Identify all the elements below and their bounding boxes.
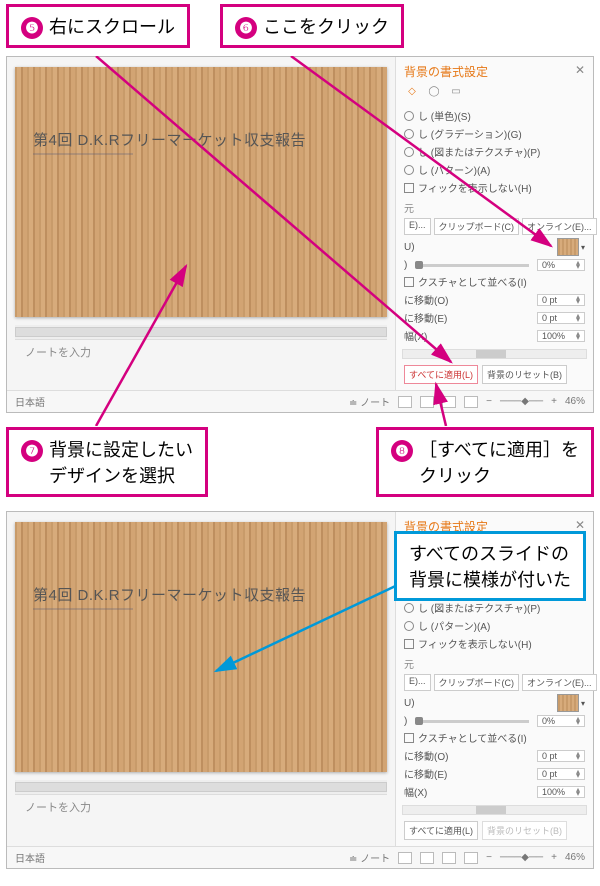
callout-7-num: ❼ bbox=[21, 440, 43, 462]
offset-x[interactable]: に移動(O)0 pt▴▾ bbox=[404, 292, 585, 307]
transparency-field[interactable]: ) 0%▴▾ bbox=[404, 259, 585, 271]
view-slideshow-icon[interactable] bbox=[464, 396, 478, 408]
callout-8-num: ❽ bbox=[391, 440, 413, 462]
pane-title: 背景の書式設定 bbox=[404, 63, 585, 80]
slide-subtitle-line bbox=[33, 153, 133, 155]
zoom-value[interactable]: 46% bbox=[565, 396, 585, 407]
zoom-in-icon[interactable]: + bbox=[551, 396, 557, 407]
reset-bg-button-2[interactable]: 背景のリセット(B) bbox=[482, 821, 567, 840]
opt-solid[interactable]: し (単色)(S) bbox=[404, 108, 585, 123]
texture-picker-2[interactable]: U) ▾ bbox=[404, 694, 585, 712]
offset-x-2[interactable]: に移動(O)0 pt▴▾ bbox=[404, 748, 585, 763]
callout-7-text: 背景に設定したい デザインを選択 bbox=[49, 436, 193, 488]
reset-bg-button[interactable]: 背景のリセット(B) bbox=[482, 365, 567, 384]
opt-gradient[interactable]: し (グラデーション)(G) bbox=[404, 126, 585, 141]
view-sorter-icon[interactable] bbox=[420, 396, 434, 408]
scale-x-2[interactable]: 幅(X)100%▴▾ bbox=[404, 784, 585, 799]
zoom-out-icon[interactable]: − bbox=[486, 396, 492, 407]
zoom-slider[interactable]: ───◆── bbox=[500, 396, 543, 407]
status-lang: 日本語 bbox=[15, 394, 45, 409]
view-reading-icon[interactable] bbox=[442, 396, 456, 408]
view-sorter-icon-2[interactable] bbox=[420, 852, 434, 864]
pane-hscroll[interactable] bbox=[402, 349, 587, 359]
scale-x[interactable]: 幅(X)100%▴▾ bbox=[404, 328, 585, 343]
fill-tab-icon[interactable]: ◇ bbox=[404, 84, 420, 100]
callout-6-num: ❻ bbox=[235, 17, 257, 39]
transparency-field-2[interactable]: ) 0%▴▾ bbox=[404, 715, 585, 727]
tile-checkbox[interactable]: クスチャとして並べる(I) bbox=[404, 274, 585, 289]
offset-y[interactable]: に移動(E)0 pt▴▾ bbox=[404, 310, 585, 325]
file-button[interactable]: E)... bbox=[404, 218, 431, 235]
slide-hscroll[interactable] bbox=[15, 325, 387, 339]
effects-tab-icon[interactable]: ◯ bbox=[426, 84, 442, 100]
slide-title: 第4回 D.K.Rフリーマーケット収支報告 bbox=[33, 129, 306, 150]
screenshot-1: 第4回 D.K.Rフリーマーケット収支報告 ノートを入力 ✕ 背景の書式設定 ◇… bbox=[6, 56, 594, 413]
callout-8: ❽ ［すべてに適用］を クリック bbox=[376, 427, 594, 497]
texture-picker[interactable]: U) ▾ bbox=[404, 238, 585, 256]
pane-tab-icons: ◇ ◯ ▭ bbox=[404, 84, 585, 100]
slide-hscroll-2[interactable] bbox=[15, 780, 387, 794]
texture-thumbnail[interactable] bbox=[557, 238, 579, 256]
offset-y-2[interactable]: に移動(E)0 pt▴▾ bbox=[404, 766, 585, 781]
clipboard-button-2[interactable]: クリップボード(C) bbox=[434, 674, 520, 691]
callout-5-num: ❺ bbox=[21, 17, 43, 39]
status-bar-2: 日本語 ≐ ノート − ───◆── + 46% bbox=[7, 846, 593, 868]
opt-pattern[interactable]: し (パターン)(A) bbox=[404, 162, 585, 177]
apply-all-button[interactable]: すべてに適用(L) bbox=[404, 365, 478, 384]
file-button-2[interactable]: E)... bbox=[404, 674, 431, 691]
view-reading-icon-2[interactable] bbox=[442, 852, 456, 864]
callout-5: ❺ 右にスクロール bbox=[6, 4, 190, 48]
notes-input-2[interactable]: ノートを入力 bbox=[15, 794, 387, 819]
close-icon[interactable]: ✕ bbox=[575, 63, 585, 77]
slide-preview[interactable]: 第4回 D.K.Rフリーマーケット収支報告 bbox=[15, 67, 387, 317]
callout-result: すべてのスライドの 背景に模様が付いた bbox=[394, 531, 586, 601]
opt-hide-graphics[interactable]: フィックを表示しない(H) bbox=[404, 180, 585, 195]
apply-all-button-2[interactable]: すべてに適用(L) bbox=[404, 821, 478, 840]
screenshot-2: すべてのスライドの 背景に模様が付いた 第4回 D.K.Rフリーマーケット収支報… bbox=[6, 511, 594, 869]
slide-preview-2[interactable]: 第4回 D.K.Rフリーマーケット収支報告 bbox=[15, 522, 387, 772]
opt-texture[interactable]: し (図またはテクスチャ)(P) bbox=[404, 144, 585, 159]
tile-checkbox-2[interactable]: クスチャとして並べる(I) bbox=[404, 730, 585, 745]
callout-result-text: すべてのスライドの 背景に模様が付いた bbox=[409, 540, 571, 592]
callout-5-text: 右にスクロール bbox=[49, 13, 175, 39]
callout-6-text: ここをクリック bbox=[263, 13, 389, 39]
picture-tab-icon[interactable]: ▭ bbox=[448, 84, 464, 100]
status-notes[interactable]: ≐ ノート bbox=[349, 394, 390, 409]
view-normal-icon[interactable] bbox=[398, 396, 412, 408]
notes-input[interactable]: ノートを入力 bbox=[15, 339, 387, 364]
status-bar: 日本語 ≐ ノート − ───◆── + 46% bbox=[7, 390, 593, 412]
online-button[interactable]: オンライン(E)... bbox=[522, 218, 597, 235]
opt-hide-2[interactable]: フィックを表示しない(H) bbox=[404, 636, 585, 651]
clipboard-button[interactable]: クリップボード(C) bbox=[434, 218, 520, 235]
callout-7: ❼ 背景に設定したい デザインを選択 bbox=[6, 427, 208, 497]
pane-hscroll-2[interactable] bbox=[402, 805, 587, 815]
slide-title-2: 第4回 D.K.Rフリーマーケット収支報告 bbox=[33, 584, 306, 605]
callout-8-text: ［すべてに適用］を クリック bbox=[419, 436, 579, 488]
section-source: 元 bbox=[404, 200, 585, 215]
opt-pattern-2[interactable]: し (パターン)(A) bbox=[404, 618, 585, 633]
view-normal-icon-2[interactable] bbox=[398, 852, 412, 864]
online-button-2[interactable]: オンライン(E)... bbox=[522, 674, 597, 691]
view-slideshow-icon-2[interactable] bbox=[464, 852, 478, 864]
transparency-slider[interactable] bbox=[415, 264, 529, 267]
close-icon-2[interactable]: ✕ bbox=[575, 518, 585, 532]
opt-texture-2[interactable]: し (図またはテクスチャ)(P) bbox=[404, 600, 585, 615]
app-window: 第4回 D.K.Rフリーマーケット収支報告 ノートを入力 ✕ 背景の書式設定 ◇… bbox=[6, 56, 594, 413]
format-background-pane: ✕ 背景の書式設定 ◇ ◯ ▭ し (単色)(S) し (グラデーション)(G)… bbox=[395, 57, 593, 390]
callout-6: ❻ ここをクリック bbox=[220, 4, 404, 48]
